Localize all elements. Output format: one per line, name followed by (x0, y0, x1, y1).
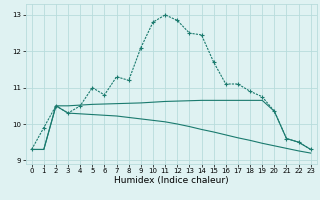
X-axis label: Humidex (Indice chaleur): Humidex (Indice chaleur) (114, 176, 228, 185)
